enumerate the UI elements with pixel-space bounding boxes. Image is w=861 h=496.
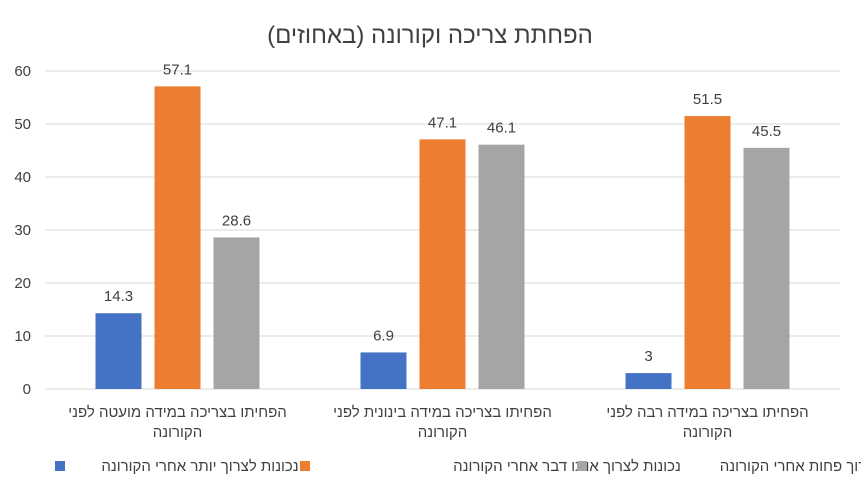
category-labels: הפחיתו בצריכה במידה רבה לפני הקורונה הפחית… <box>68 404 808 441</box>
data-label: 47.1 <box>428 114 457 131</box>
data-label: 46.1 <box>487 120 516 137</box>
chart-title: הפחתת צריכה וקורונה (באחוזים) <box>267 22 593 49</box>
y-axis-ticks: 0 10 20 30 40 50 60 <box>14 63 31 398</box>
data-label: 51.5 <box>693 91 722 108</box>
bar <box>684 116 731 390</box>
bars <box>95 86 790 390</box>
data-label: 3 <box>644 348 652 365</box>
bar <box>213 237 260 389</box>
legend: נכונות לצרוך יותר אחרי הקורונה נכונות לצר… <box>55 458 861 475</box>
y-tick-label: 30 <box>14 222 31 239</box>
bar <box>154 86 201 390</box>
category-label: הקורונה <box>153 424 203 441</box>
category-label: הפחיתו בצריכה במידה רבה לפני <box>606 404 808 421</box>
data-label: 14.3 <box>104 288 133 305</box>
legend-label: נכונות לצרוך אותו דבר אחרי הקורונה <box>453 458 681 475</box>
y-tick-label: 40 <box>14 169 31 186</box>
category-label: הקורונה <box>683 424 733 441</box>
legend-swatch <box>55 461 65 471</box>
data-labels: 3 51.5 45.5 6.9 47.1 46.1 14.3 57.1 28.6 <box>104 61 781 365</box>
y-tick-label: 10 <box>14 328 31 345</box>
legend-label: נכונות לצרוך יותר אחרי הקורונה <box>101 458 298 475</box>
legend-swatch <box>577 461 587 471</box>
bar <box>360 352 407 389</box>
category-label: הפחיתו בצריכה במידה מועטה לפני <box>68 404 287 421</box>
y-tick-label: 50 <box>14 116 31 133</box>
legend-swatch <box>300 461 310 471</box>
category-label: הקורונה <box>418 424 468 441</box>
data-label: 45.5 <box>752 123 781 140</box>
data-label: 28.6 <box>222 212 251 229</box>
y-tick-label: 60 <box>14 63 31 80</box>
bar <box>478 144 525 389</box>
bar <box>95 313 142 389</box>
data-label: 57.1 <box>163 61 192 78</box>
data-label: 6.9 <box>373 327 394 344</box>
bar <box>625 373 672 389</box>
category-label: הפחיתו בצריכה במידה בינונית לפני <box>333 404 552 421</box>
y-tick-label: 20 <box>14 275 31 292</box>
legend-label: נכונות לצרוך פחות אחרי הקורונה <box>720 458 861 475</box>
y-tick-label: 0 <box>23 381 31 398</box>
bar <box>743 147 790 389</box>
bar <box>419 139 466 389</box>
